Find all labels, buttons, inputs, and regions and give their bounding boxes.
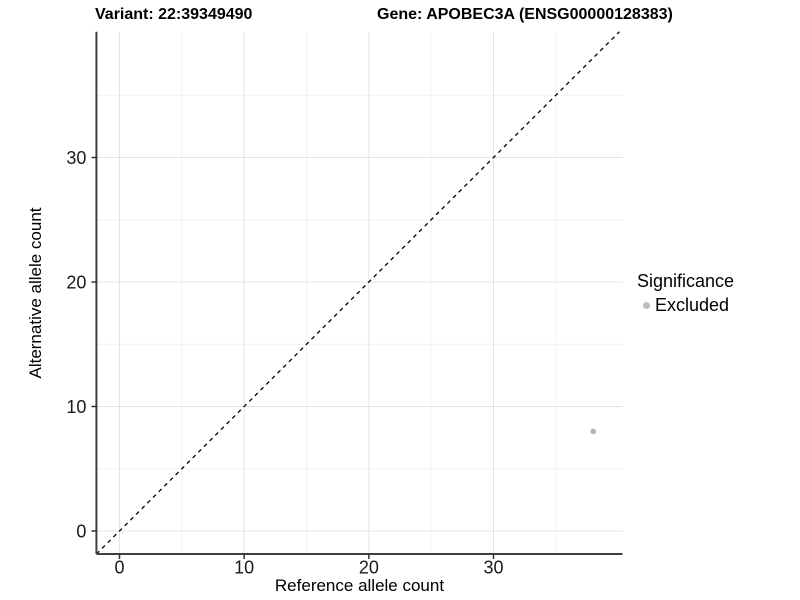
legend-point-icon <box>643 302 650 309</box>
x-tick-label: 0 <box>114 558 124 578</box>
data-point <box>590 428 597 435</box>
legend-item-label: Excluded <box>655 295 730 315</box>
plot-title-gene: Gene: APOBEC3A (ENSG00000128383) <box>377 6 673 23</box>
x-tick-label: 30 <box>483 558 503 578</box>
identity-line <box>95 31 620 555</box>
legend: Significance Excluded <box>637 271 734 316</box>
y-tick-label: 20 <box>66 273 86 293</box>
y-tick-label: 30 <box>66 148 86 168</box>
plot-title-variant: Variant: 22:39349490 <box>95 6 253 23</box>
x-tick-label: 10 <box>234 558 254 578</box>
x-axis-title: Reference allele count <box>274 576 445 595</box>
x-tick-label: 20 <box>359 558 379 578</box>
y-tick-label: 10 <box>66 397 86 417</box>
y-axis-title: Alternative allele count <box>26 207 45 379</box>
legend-title: Significance <box>637 271 735 291</box>
legend-item-excluded: Excluded <box>637 295 734 316</box>
y-tick-label: 0 <box>76 522 86 542</box>
